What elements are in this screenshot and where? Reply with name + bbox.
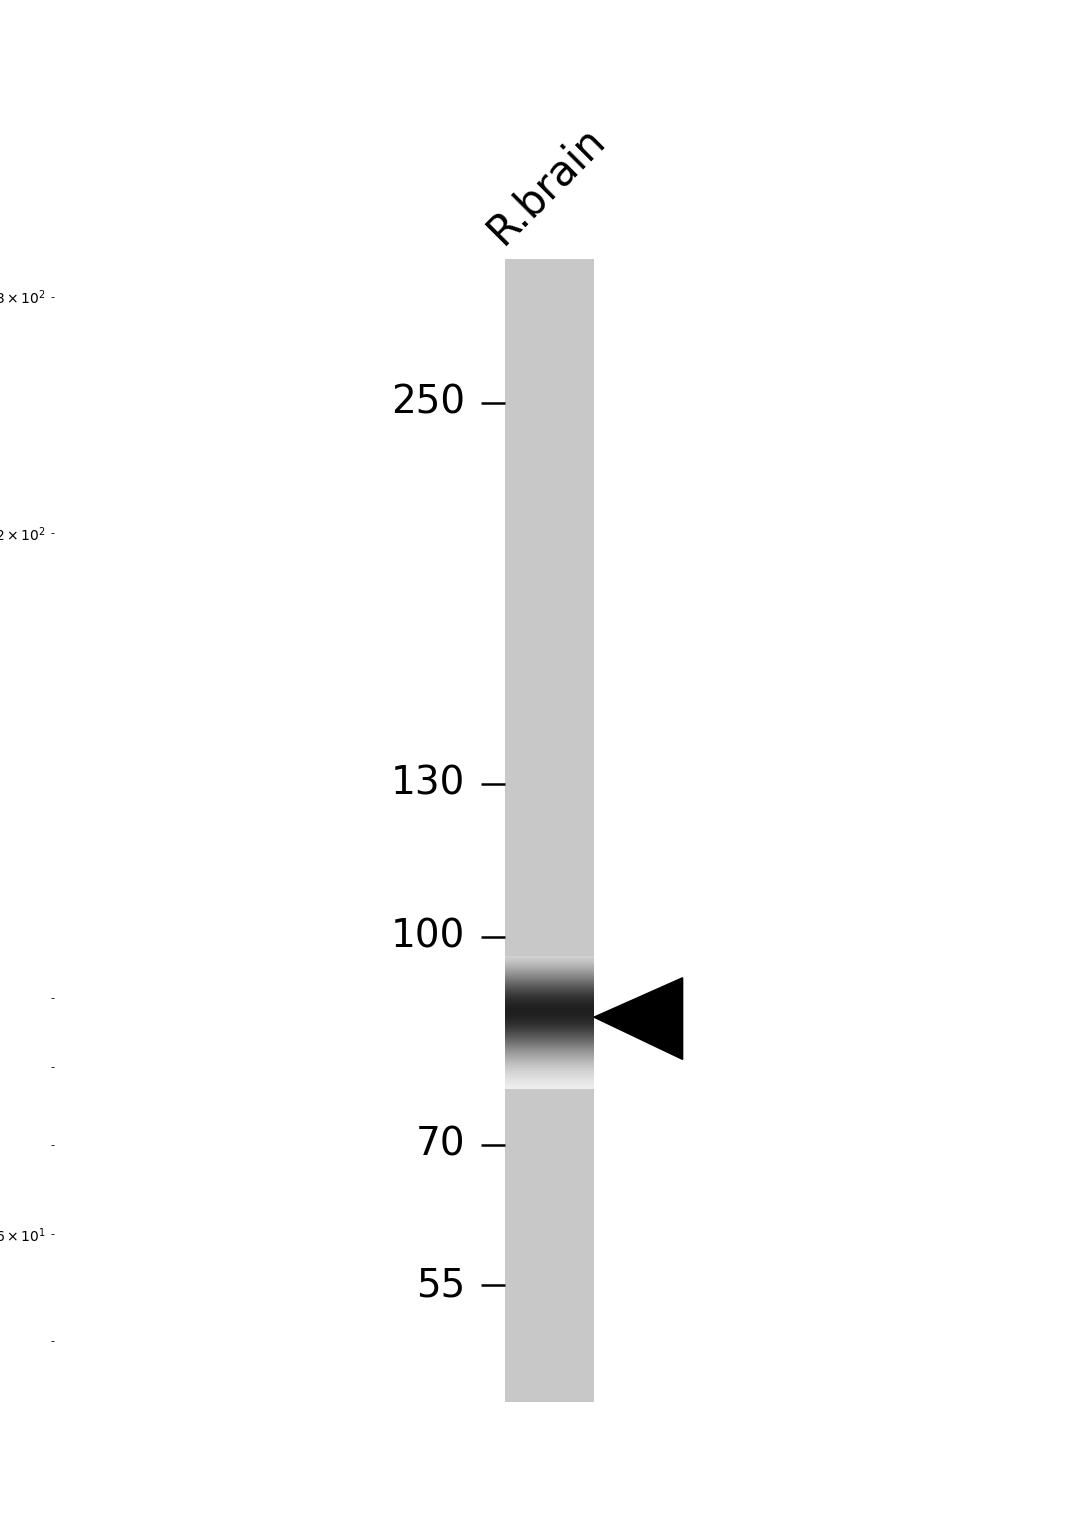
- Text: R.brain: R.brain: [479, 117, 614, 251]
- Text: 100: 100: [390, 917, 465, 956]
- Text: 130: 130: [390, 765, 465, 803]
- Text: 250: 250: [391, 384, 465, 422]
- Polygon shape: [593, 978, 683, 1059]
- Polygon shape: [505, 259, 593, 1402]
- Text: 70: 70: [415, 1126, 465, 1164]
- Text: 55: 55: [416, 1266, 465, 1305]
